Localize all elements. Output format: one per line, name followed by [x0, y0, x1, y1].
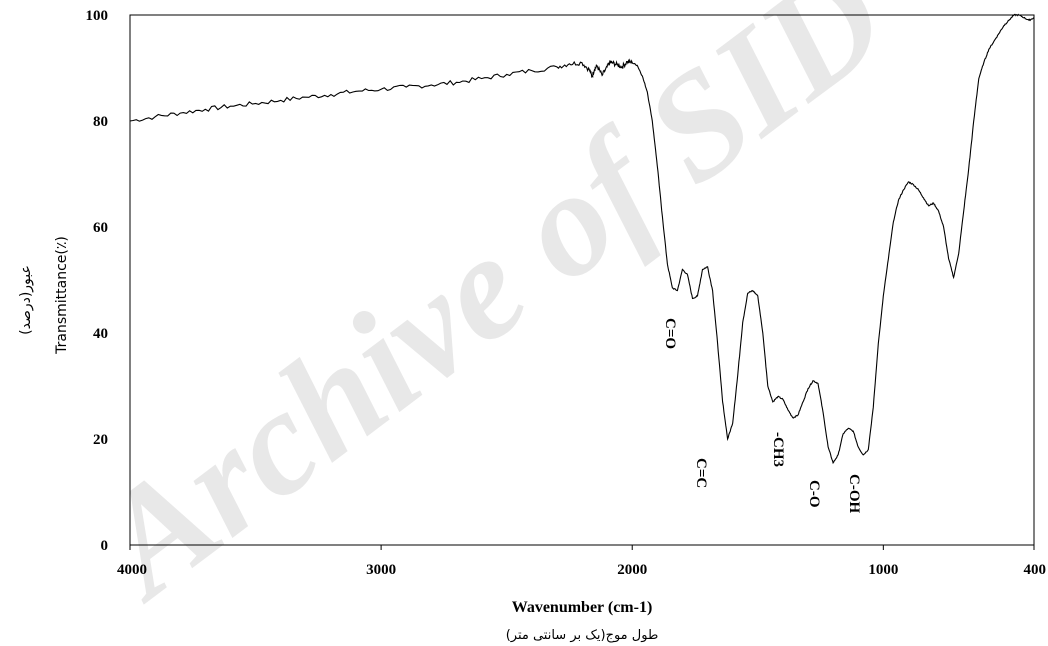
y-tick-label: 40: [93, 326, 108, 342]
x-tick-label: 3000: [366, 562, 396, 578]
watermark: Archive of SID: [64, 0, 916, 631]
peak-label-c-oh: C-OH: [846, 474, 862, 513]
y-tick-label: 20: [93, 432, 108, 448]
x-tick-label: 4000: [117, 562, 147, 578]
peak-label-c-o-carbonyl: C=O: [662, 318, 678, 349]
x-tick-label: 400: [1024, 562, 1047, 578]
axis-ticks: 0 20 40 60 80 100 4000 3000 2000 1000 400: [86, 8, 1047, 578]
y-axis-title-secondary: Transmittance(٪): [54, 236, 70, 355]
spectrum-line: [129, 13, 1035, 465]
peak-label-ch3: -CH3: [770, 432, 786, 467]
peak-label-c-o: C-O: [806, 480, 822, 508]
y-tick-label: 80: [93, 114, 108, 130]
x-tick-label: 1000: [868, 562, 898, 578]
x-tick-label: 2000: [617, 562, 647, 578]
x-axis-title: Wavenumber (cm-1): [512, 599, 653, 616]
y-tick-label: 60: [93, 220, 108, 236]
x-axis-title-secondary: طول موج(یک بر سانتی متر): [506, 628, 659, 643]
plot-frame: [129, 14, 1035, 546]
y-axis-title-primary: عبور(درصد): [18, 265, 34, 335]
y-tick-label: 0: [101, 538, 109, 554]
peak-label-c-c: C=C: [693, 458, 709, 488]
y-tick-label: 100: [86, 8, 109, 24]
